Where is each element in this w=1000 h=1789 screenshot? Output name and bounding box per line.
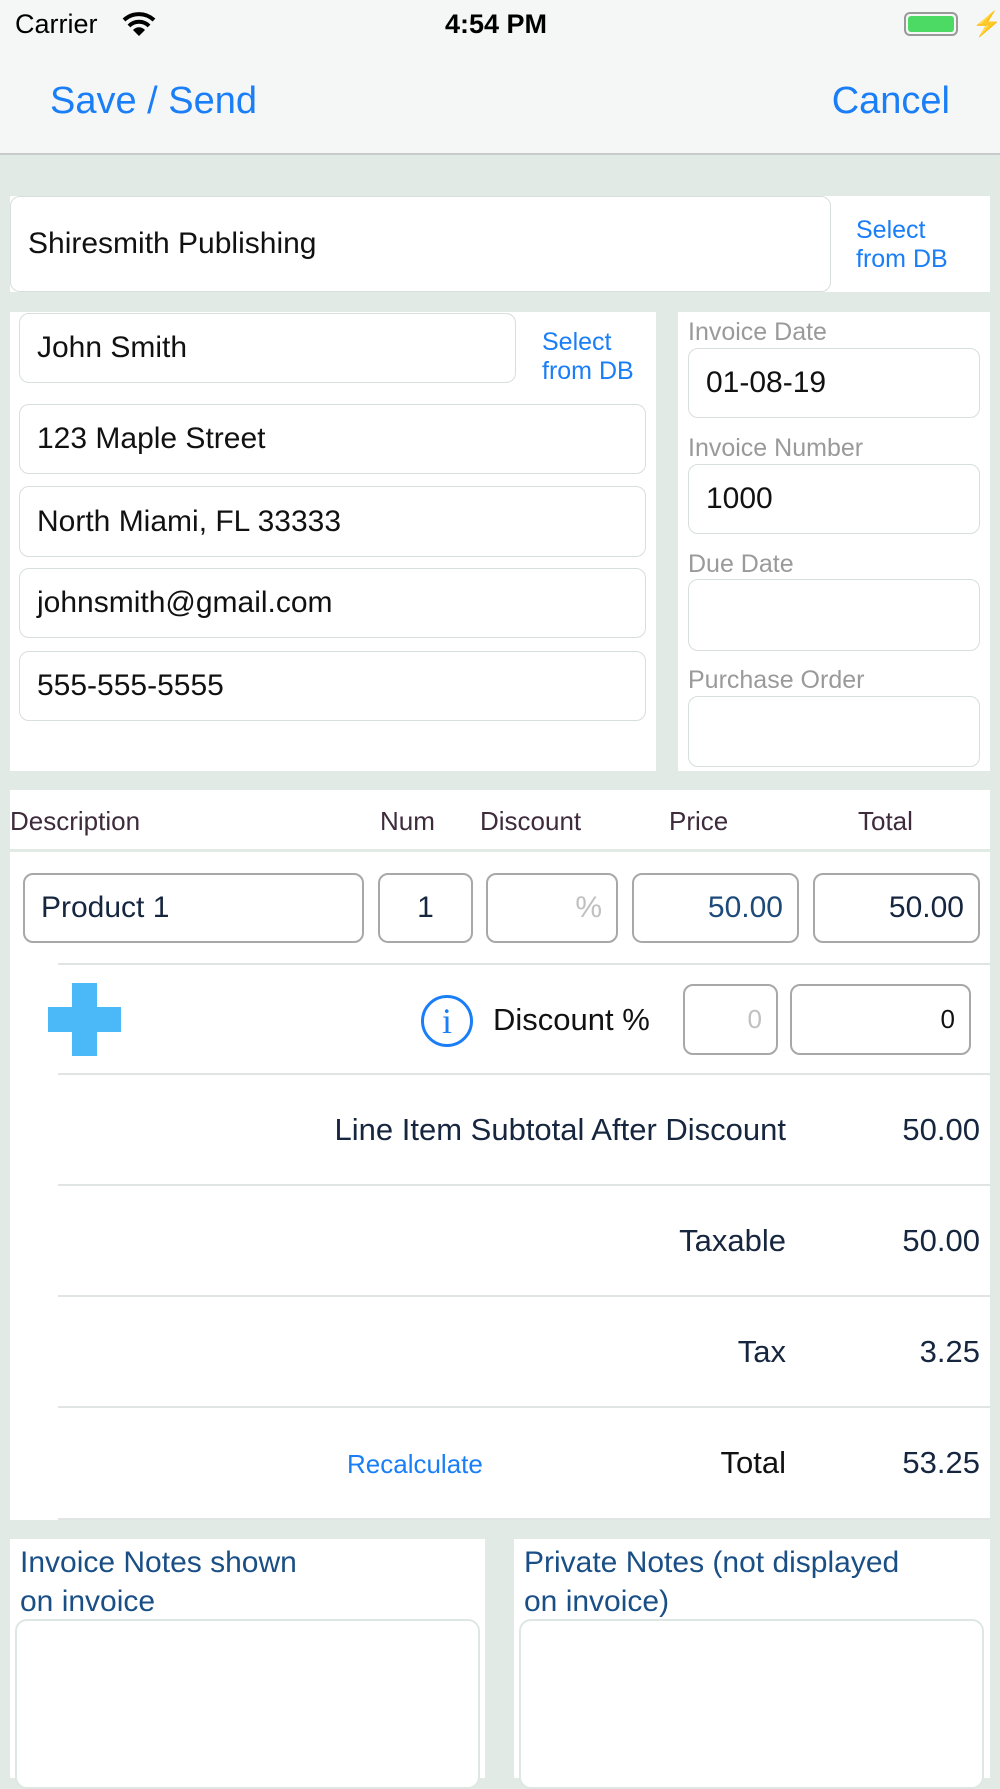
total-value: 53.25 xyxy=(902,1445,980,1480)
recalculate-button[interactable]: Recalculate xyxy=(347,1449,483,1479)
due-date-label: Due Date xyxy=(688,550,794,578)
header-description: Description xyxy=(10,806,141,836)
private-notes-label: Private Notes (not displayed on invoice) xyxy=(524,1543,899,1621)
invoice-notes-textarea[interactable] xyxy=(15,1619,480,1789)
charging-icon: ⚡ xyxy=(972,11,1000,38)
contact-panel: John Smith Select from DB 123 Maple Stree… xyxy=(10,312,656,771)
price-input[interactable]: 50.00 xyxy=(632,873,799,943)
invoice-number-label: Invoice Number xyxy=(688,434,864,462)
discount-percent-label: Discount % xyxy=(493,1002,650,1037)
taxable-label: Taxable xyxy=(679,1223,786,1258)
divider xyxy=(58,1518,990,1520)
tax-value: 3.25 xyxy=(919,1334,980,1369)
total-label: Total xyxy=(720,1445,786,1480)
battery-icon xyxy=(904,12,958,36)
divider xyxy=(58,1295,990,1297)
label-line: on invoice) xyxy=(524,1585,670,1618)
phone-field[interactable]: 555-555-5555 xyxy=(19,651,646,721)
status-bar: Carrier 4:54 PM ⚡ xyxy=(0,0,1000,50)
private-notes-panel: Private Notes (not displayed on invoice) xyxy=(514,1539,990,1789)
label-line: Invoice Notes shown xyxy=(20,1546,297,1579)
divider xyxy=(58,963,990,965)
carrier-label: Carrier xyxy=(15,9,98,39)
save-send-button[interactable]: Save / Send xyxy=(50,80,258,122)
select-label: Select xyxy=(856,216,926,244)
total-input[interactable]: 50.00 xyxy=(813,873,980,943)
company-select-from-db-button[interactable]: Select from DB xyxy=(856,216,948,274)
divider xyxy=(58,1406,990,1408)
subtotal-value: 50.00 xyxy=(902,1112,980,1147)
header-total: Total xyxy=(858,806,913,836)
private-notes-textarea[interactable] xyxy=(519,1619,984,1789)
wifi-icon xyxy=(122,12,156,36)
invoice-notes-label: Invoice Notes shown on invoice xyxy=(20,1543,297,1621)
due-date-field[interactable] xyxy=(688,579,980,651)
select-label: from DB xyxy=(542,357,634,385)
label-line: on invoice xyxy=(20,1585,156,1618)
header-discount: Discount xyxy=(480,806,582,836)
info-icon[interactable]: i xyxy=(421,995,473,1047)
divider xyxy=(58,1073,990,1075)
discount-amount-input[interactable]: 0 xyxy=(790,984,971,1055)
num-input[interactable]: 1 xyxy=(378,873,473,943)
invoice-number-field[interactable]: 1000 xyxy=(688,464,980,534)
nav-bar: Save / Send Cancel xyxy=(0,50,1000,155)
invoice-date-field[interactable]: 01-08-19 xyxy=(688,348,980,418)
invoice-date-label: Invoice Date xyxy=(688,318,827,346)
cancel-button[interactable]: Cancel xyxy=(831,80,950,122)
discount-percent-input[interactable]: 0 xyxy=(683,984,778,1055)
contact-name-field[interactable]: John Smith xyxy=(19,313,516,383)
add-line-item-button[interactable] xyxy=(48,983,121,1056)
select-label: from DB xyxy=(856,245,948,273)
select-label: Select xyxy=(542,328,612,356)
invoice-info-panel: Invoice Date 01-08-19 Invoice Number 100… xyxy=(678,312,990,771)
purchase-order-label: Purchase Order xyxy=(688,666,865,694)
contact-select-from-db-button[interactable]: Select from DB xyxy=(542,328,634,386)
divider xyxy=(58,1184,990,1186)
plus-icon-bar xyxy=(48,1007,121,1032)
header-divider xyxy=(10,849,990,852)
subtotal-label: Line Item Subtotal After Discount xyxy=(334,1112,786,1147)
invoice-notes-panel: Invoice Notes shown on invoice xyxy=(10,1539,485,1789)
company-panel: Shiresmith Publishing Select from DB xyxy=(10,196,990,292)
header-price: Price xyxy=(669,806,729,836)
email-field[interactable]: johnsmith@gmail.com xyxy=(19,568,646,638)
clock: 4:54 PM xyxy=(445,9,548,39)
city-field[interactable]: North Miami, FL 33333 xyxy=(19,486,646,557)
discount-input[interactable]: % xyxy=(486,873,618,943)
description-input[interactable]: Product 1 xyxy=(23,873,364,943)
tax-label: Tax xyxy=(737,1334,786,1369)
label-line: Private Notes (not displayed xyxy=(524,1546,900,1579)
header-num: Num xyxy=(380,806,435,836)
taxable-value: 50.00 xyxy=(902,1223,980,1258)
street-field[interactable]: 123 Maple Street xyxy=(19,404,646,474)
purchase-order-field[interactable] xyxy=(688,696,980,767)
company-field[interactable]: Shiresmith Publishing xyxy=(10,196,831,292)
